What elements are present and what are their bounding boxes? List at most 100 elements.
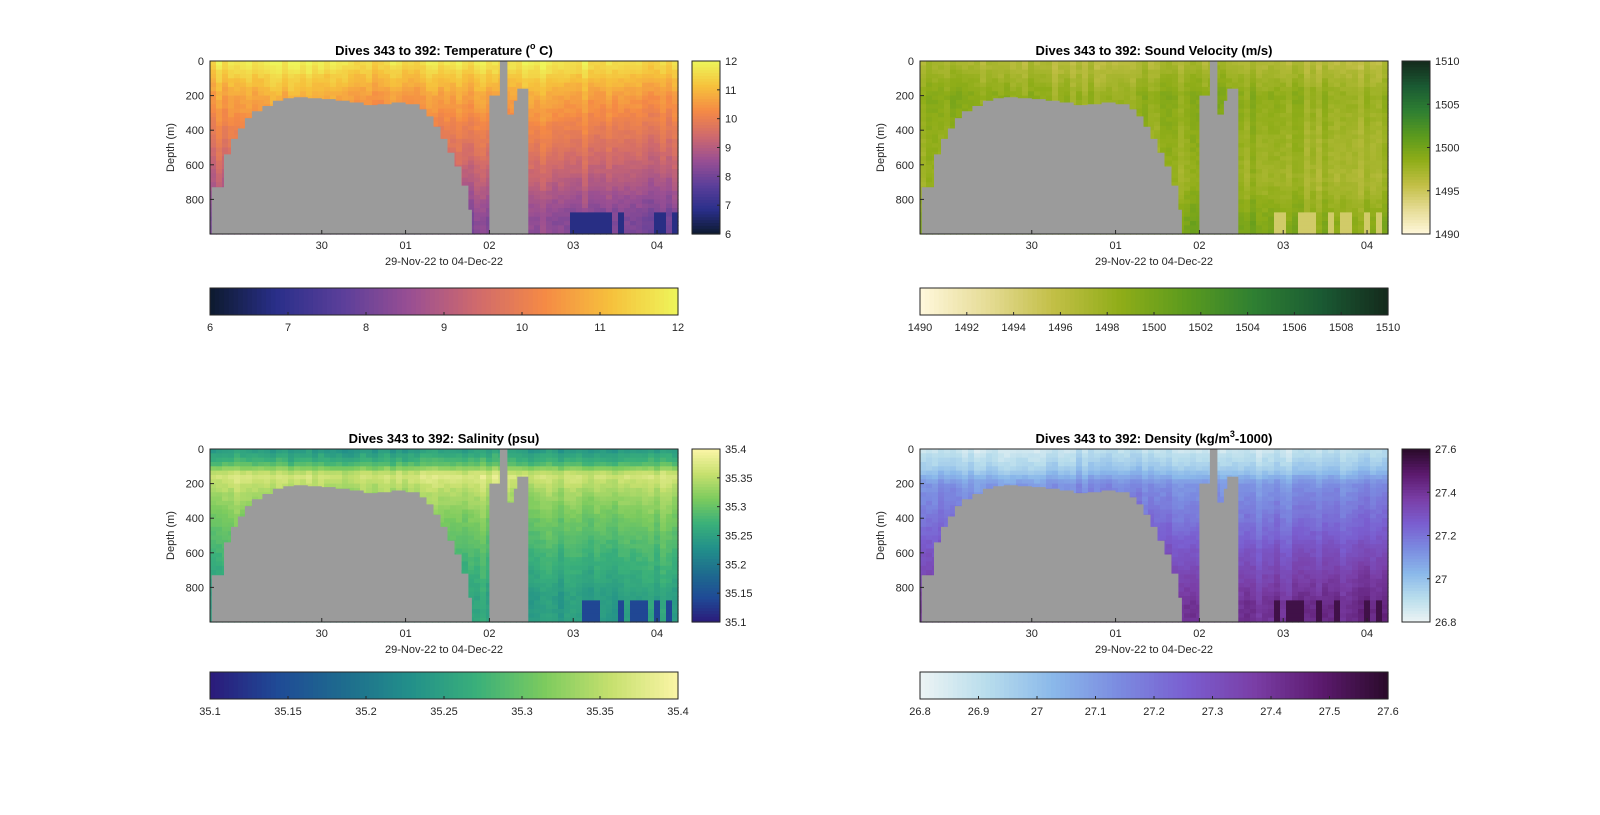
heatmap-cell <box>1124 86 1131 92</box>
heatmap-cell <box>654 151 661 157</box>
heatmap-cell <box>570 190 577 196</box>
heatmap-cell <box>1016 73 1023 79</box>
heatmap-cell <box>612 225 619 231</box>
heatmap-cell <box>360 73 367 79</box>
heatmap-cell <box>1004 82 1011 88</box>
heatmap-cell <box>1088 65 1095 71</box>
heatmap-cell <box>486 95 493 101</box>
heatmap-cell <box>354 86 361 92</box>
heatmap-cell <box>1106 73 1113 79</box>
heatmap-cell <box>264 95 271 101</box>
heatmap-cell <box>612 65 619 71</box>
heatmap-cell <box>1034 82 1041 88</box>
heatmap-cell <box>540 112 547 118</box>
colorbar-swatch <box>233 288 239 315</box>
heatmap-cell <box>1112 78 1119 84</box>
heatmap-cell <box>228 78 235 84</box>
heatmap-cell <box>612 164 619 170</box>
heatmap-cell <box>468 160 475 166</box>
colorbar-swatch <box>692 110 720 114</box>
heatmap-cell <box>648 147 655 153</box>
colorbar-swatch <box>486 288 492 315</box>
colorbar-swatch <box>579 288 585 315</box>
heatmap-cell <box>642 216 649 222</box>
heatmap-cell <box>630 65 637 71</box>
heatmap-cell <box>540 61 547 66</box>
heatmap-cell <box>920 160 927 166</box>
heatmap-cell <box>666 190 673 196</box>
heatmap-cell <box>342 91 349 97</box>
heatmap-cell <box>600 229 607 235</box>
heatmap-cell <box>546 177 553 183</box>
heatmap-cell <box>534 203 541 209</box>
heatmap-cell <box>1118 69 1125 75</box>
heatmap-cell <box>528 104 535 110</box>
heatmap-cell <box>294 69 301 75</box>
heatmap-cell <box>234 82 241 88</box>
heatmap-cell <box>666 117 673 123</box>
heatmap-cell <box>222 121 229 127</box>
colorbar-swatch <box>603 288 609 315</box>
heatmap-cell <box>216 78 223 84</box>
heatmap-cell <box>564 208 571 213</box>
heatmap-cell <box>950 95 957 101</box>
heatmap-cell <box>1154 61 1161 66</box>
heatmap-cell <box>672 160 679 166</box>
heatmap-cell <box>998 69 1005 75</box>
heatmap-cell <box>576 121 583 127</box>
heatmap-cell <box>600 99 607 105</box>
colorbar-swatch <box>589 288 595 315</box>
heatmap-cell <box>414 91 421 97</box>
heatmap-cell <box>660 169 667 175</box>
heatmap-cell <box>420 69 427 75</box>
heatmap-cell <box>920 125 927 131</box>
heatmap-cell <box>606 112 613 118</box>
heatmap-cell <box>1148 78 1155 84</box>
heatmap-cell <box>378 86 385 92</box>
heatmap-cell <box>396 82 403 88</box>
colorbar-swatch <box>303 288 309 315</box>
heatmap-cell <box>522 78 529 84</box>
heatmap-cell <box>648 169 655 175</box>
heatmap-cell <box>228 125 235 131</box>
heatmap-cell <box>666 199 673 205</box>
heatmap-cell <box>534 108 541 114</box>
heatmap-cell <box>648 95 655 101</box>
heatmap-cell <box>342 69 349 75</box>
heatmap-cell <box>944 117 951 123</box>
heatmap-cell <box>252 91 259 97</box>
heatmap-cell <box>588 69 595 75</box>
heatmap-cell <box>1160 112 1167 118</box>
heatmap-cell <box>558 99 565 105</box>
heatmap-cell <box>920 69 927 75</box>
heatmap-cell <box>252 108 259 114</box>
heatmap-cell <box>612 108 619 114</box>
heatmap-cell <box>420 95 427 101</box>
heatmap-cell <box>546 221 553 226</box>
heatmap-cell <box>606 130 613 136</box>
heatmap-cell <box>324 91 331 97</box>
heatmap-cell <box>258 99 265 105</box>
heatmap-cell <box>546 61 553 66</box>
heatmap-cell <box>438 125 445 131</box>
heatmap-cell <box>594 95 601 101</box>
heatmap-cell <box>932 151 939 157</box>
heatmap-cell <box>450 69 457 75</box>
heatmap-cell <box>624 69 631 75</box>
heatmap-cell <box>570 134 577 140</box>
heatmap-cell <box>246 61 253 66</box>
heatmap-cell <box>932 99 939 105</box>
heatmap-cell <box>552 164 559 170</box>
heatmap-cell <box>210 182 217 188</box>
nodata-column <box>513 100 518 234</box>
heatmap-cell <box>636 69 643 75</box>
heatmap-cell <box>636 61 643 66</box>
heatmap-cell <box>612 104 619 110</box>
heatmap-cell <box>300 65 307 71</box>
heatmap-cell <box>444 78 451 84</box>
heatmap-cell <box>932 91 939 97</box>
heatmap-cell <box>624 138 631 144</box>
heatmap-cell <box>306 65 313 71</box>
heatmap-cell <box>264 69 271 75</box>
heatmap-cell <box>636 147 643 153</box>
